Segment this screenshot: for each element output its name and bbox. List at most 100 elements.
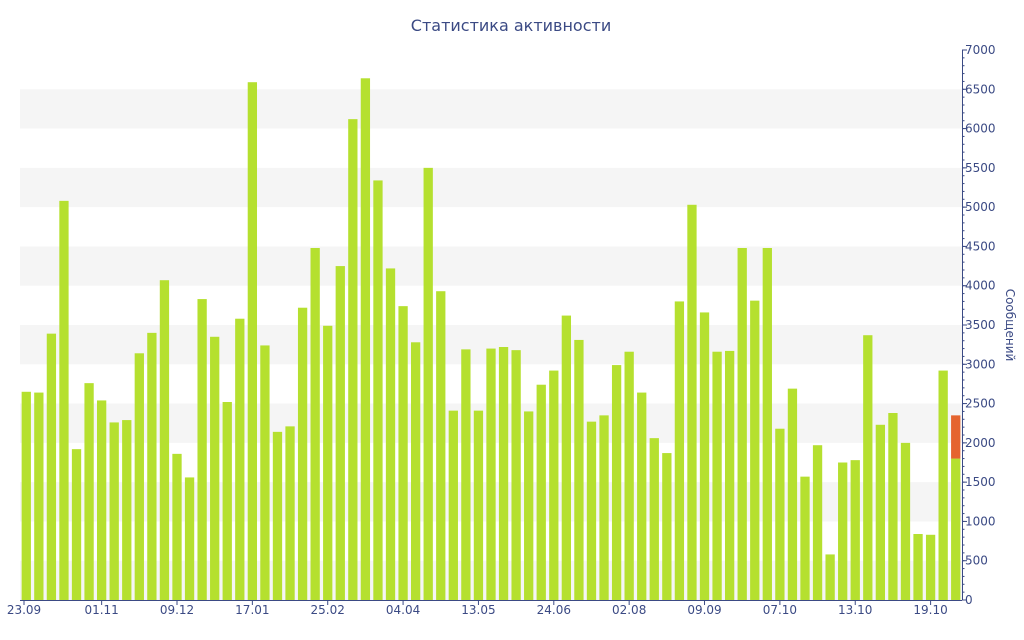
bar [197,299,207,600]
y-tick-label: 1000 [965,514,996,528]
y-tick-label: 5500 [965,161,996,175]
bar [172,453,182,600]
x-tick-label: 13.05 [461,603,495,617]
bar [360,78,371,601]
bar-highlight [951,415,961,459]
bar [674,301,685,600]
bar [159,280,170,600]
y-axis-label: Сообщений [1003,289,1017,362]
y-tick-label: 2000 [965,436,996,450]
x-tick-label: 24.06 [537,603,571,617]
bar [913,534,923,600]
bar [712,351,722,600]
bar [34,392,44,600]
bar [423,167,433,600]
bar [737,248,747,600]
bar [611,365,622,600]
bar [436,291,446,600]
bar [812,445,823,600]
bar [461,349,471,600]
bar [335,266,345,600]
bar [838,462,848,600]
bar [71,449,82,600]
bar [536,384,546,600]
bar [122,420,132,600]
bar [297,307,308,600]
bar [486,348,496,600]
grid-band [20,167,962,208]
bar [235,318,245,600]
bar [561,315,572,600]
bar [900,442,911,600]
bar [649,438,659,600]
bar [260,345,270,600]
x-tick-label: 23.09 [7,603,41,617]
bar [888,413,898,600]
bar [448,410,458,600]
bar [385,268,396,600]
bar [787,388,798,600]
y-tick-label: 2500 [965,397,996,411]
bar [147,332,157,600]
y-tick-label: 0 [965,593,973,607]
y-tick-label: 1500 [965,475,996,489]
bar [210,336,220,600]
bar [687,204,697,601]
bar [398,306,408,600]
bar [184,477,195,600]
grid-band [20,246,962,286]
bar [875,424,886,600]
x-tick-label: 02.08 [612,603,646,617]
bar [285,426,295,600]
bar [938,370,948,600]
x-axis-ticks: 23.09 01.11 09.12 17.01 25.02 04.04 13.05 24.06… [7,600,948,617]
bar [473,410,484,600]
bar [272,431,283,600]
bar [699,312,710,600]
bar [762,248,772,600]
bar [925,534,936,600]
bar [863,335,873,600]
bar [310,248,320,600]
bar [96,400,107,600]
bar [373,180,383,600]
x-tick-label: 01.11 [84,603,118,617]
bar [84,383,94,600]
bar [323,325,333,600]
bar [109,422,119,600]
y-tick-label: 4500 [965,239,996,253]
x-tick-label: 09.12 [160,603,194,617]
bar [134,353,144,600]
bar [574,339,584,600]
bar [750,300,760,600]
bar [524,411,534,600]
grid-band [20,89,962,129]
x-tick-label: 13.10 [838,603,872,617]
bar [637,392,647,600]
bar [800,476,810,600]
bar [59,200,69,600]
y-tick-label: 6000 [965,122,996,136]
y-tick-label: 6500 [965,82,996,96]
y-tick-label: 7000 [965,43,996,57]
bar [348,119,358,601]
chart-title: Статистика активности [411,16,611,35]
y-axis-ticks: 0 500 1000 1500 2000 2500 3000 3500 4000 4500 5000… [962,43,996,607]
bar [586,421,597,600]
bar [222,402,232,600]
bar [951,458,961,600]
bar [549,370,559,600]
bar [599,415,609,600]
bar [46,333,57,600]
bar [850,460,860,600]
y-tick-label: 3500 [965,318,996,332]
x-tick-label: 09.09 [687,603,721,617]
bar [511,350,521,600]
x-tick-label: 25.02 [311,603,345,617]
y-tick-label: 5000 [965,200,996,214]
bar [825,554,835,600]
bar [624,351,634,600]
bar [410,342,421,600]
x-tick-label: 04.04 [386,603,420,617]
